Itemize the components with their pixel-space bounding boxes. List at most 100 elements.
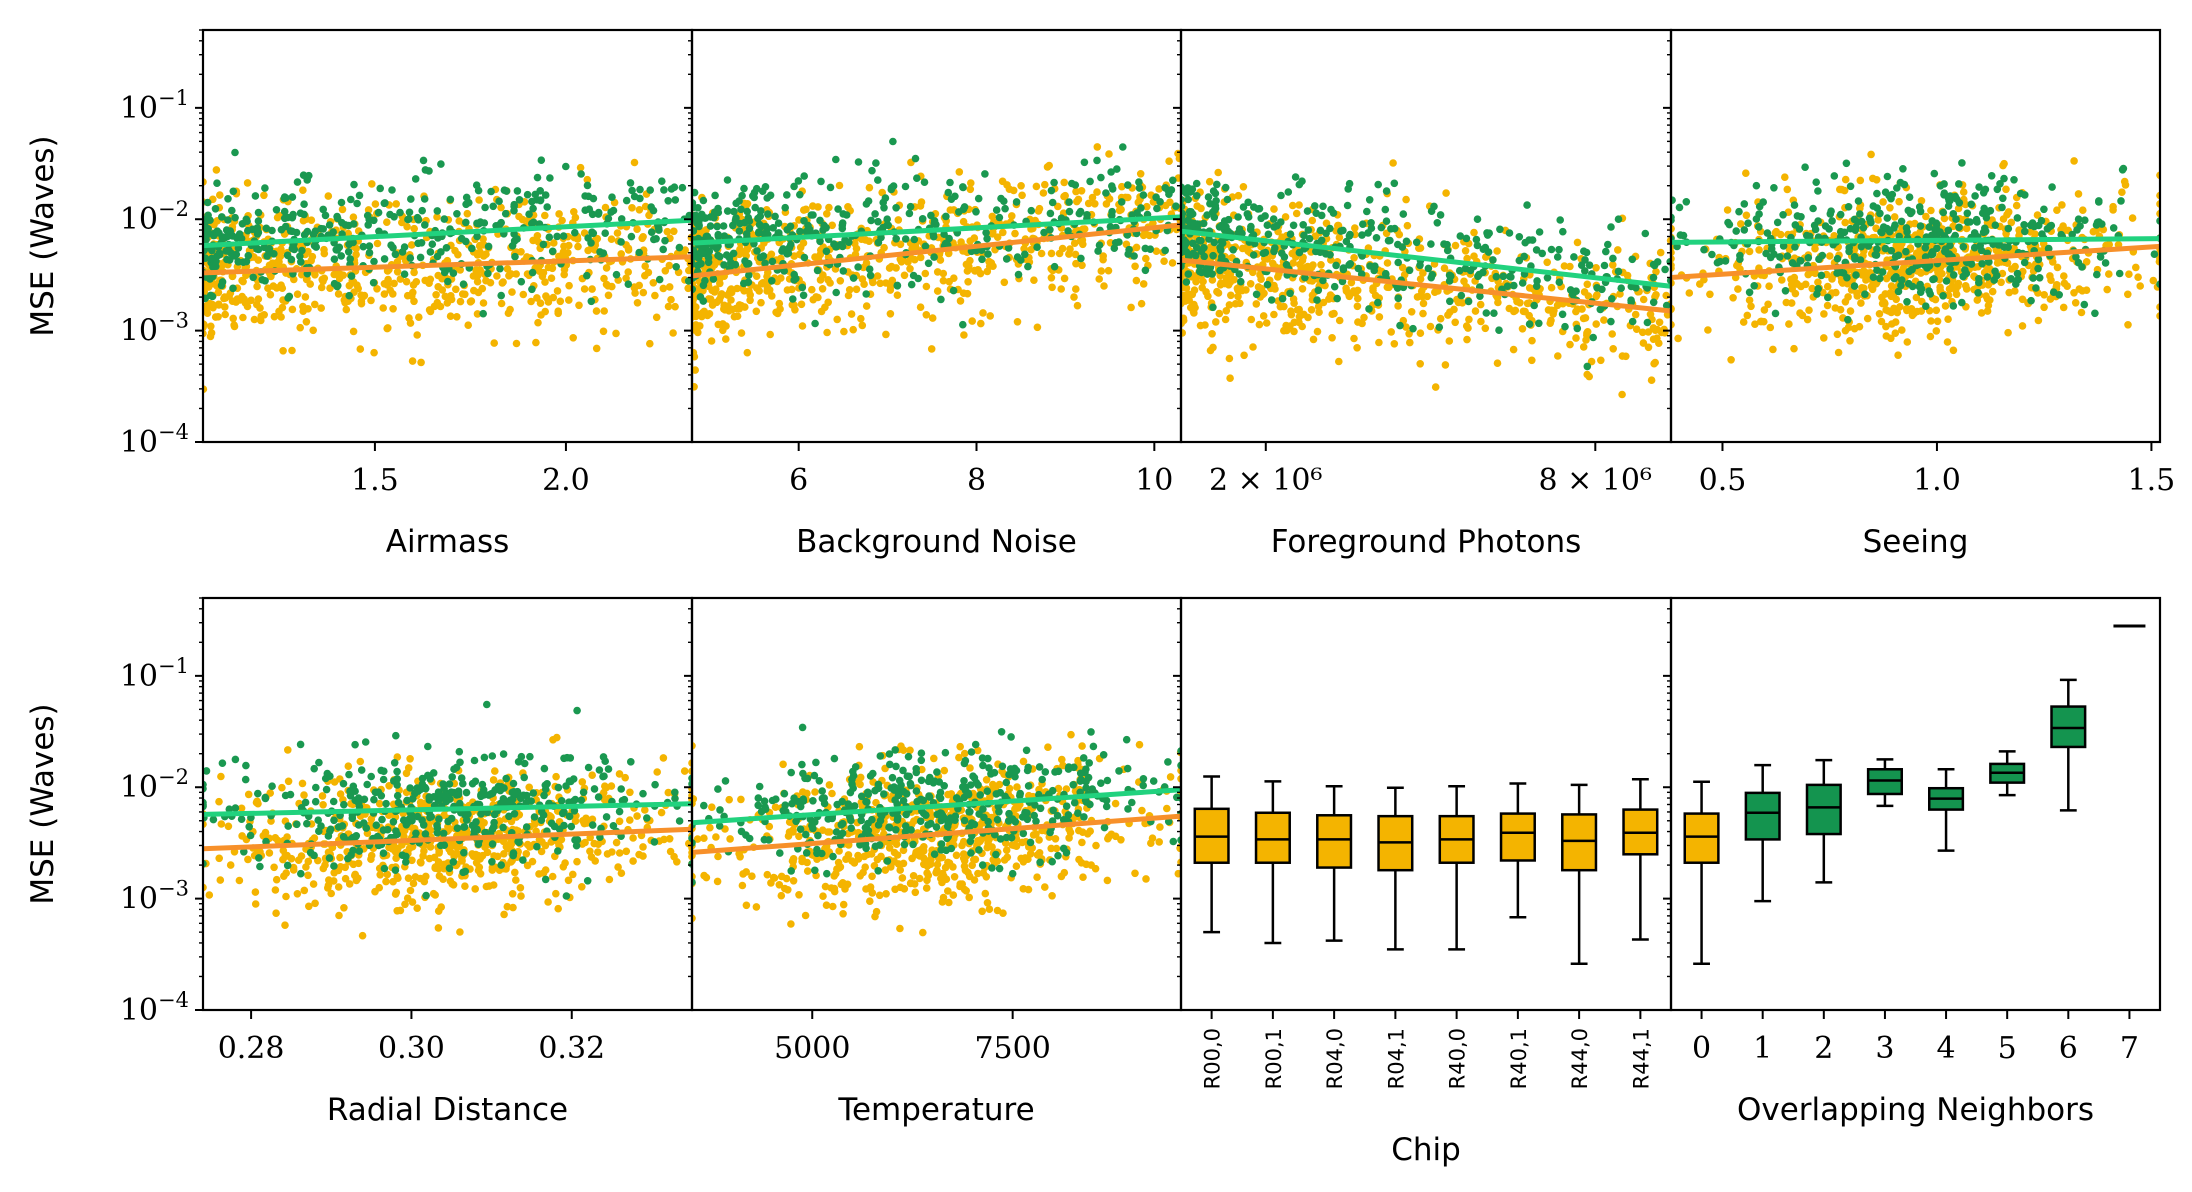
- orange-series-point: [214, 300, 223, 309]
- green-series-point: [1473, 241, 1482, 250]
- green-series-point: [1319, 276, 1327, 285]
- orange-series-point: [2077, 308, 2086, 317]
- orange-series-point: [1867, 282, 1876, 291]
- green-series-point: [636, 185, 644, 194]
- orange-series-point: [862, 302, 871, 310]
- orange-series-point: [532, 338, 540, 347]
- orange-series-point: [977, 319, 985, 328]
- green-series-point: [1641, 229, 1650, 238]
- orange-series-point: [452, 285, 460, 294]
- green-series-point: [978, 255, 986, 264]
- orange-series-point: [1415, 244, 1423, 252]
- green-series-point: [1125, 245, 1133, 254]
- orange-series-point: [1766, 323, 1775, 332]
- orange-series-point: [207, 322, 215, 331]
- green-series-point: [1014, 270, 1023, 279]
- orange-series-point: [407, 241, 416, 249]
- orange-series-point: [2149, 276, 2158, 285]
- green-series-point: [1854, 197, 1863, 205]
- orange-series-point: [541, 211, 549, 220]
- green-series-point: [1682, 198, 1691, 206]
- orange-series-point: [1912, 293, 1921, 302]
- green-series-point: [889, 182, 898, 190]
- orange-series-point: [1760, 306, 1769, 314]
- green-series-point: [1161, 246, 1169, 255]
- orange-series-point: [1739, 318, 1748, 326]
- green-series-point: [404, 215, 412, 224]
- orange-series-point: [1778, 276, 1786, 284]
- orange-series-point: [1832, 288, 1840, 297]
- orange-series-point: [1737, 220, 1745, 228]
- orange-series-point: [1445, 337, 1454, 345]
- green-series-point: [523, 190, 532, 199]
- green-series-point: [719, 222, 728, 230]
- green-series-point: [678, 183, 687, 192]
- green-series-point: [1903, 228, 1911, 236]
- orange-series-point: [788, 285, 796, 294]
- green-series-point: [1210, 213, 1219, 222]
- green-series-point: [1878, 268, 1887, 276]
- orange-series-point: [767, 250, 776, 259]
- green-series-point: [497, 291, 506, 300]
- orange-series-point: [1801, 280, 1810, 289]
- green-series-point: [892, 204, 900, 212]
- green-series-point: [1520, 252, 1528, 261]
- green-series-point: [1316, 248, 1324, 256]
- green-series-point: [838, 219, 847, 227]
- green-series-point: [489, 202, 498, 211]
- green-series-point: [1987, 172, 1996, 180]
- green-series-point: [1535, 228, 1544, 236]
- y-tick-exponent: −4: [158, 420, 189, 444]
- orange-series-point: [1190, 286, 1199, 295]
- orange-series-point: [1139, 280, 1148, 288]
- orange-series-point: [519, 290, 528, 299]
- green-series-point: [901, 182, 910, 191]
- green-series-point: [1192, 179, 1201, 188]
- orange-series-point: [1644, 328, 1653, 336]
- orange-series-point: [797, 300, 806, 309]
- orange-series-point: [488, 863, 497, 872]
- green-series-point: [1263, 280, 1272, 289]
- orange-series-point: [1674, 334, 1682, 343]
- green-series-point: [1888, 190, 1897, 199]
- green-series-point: [495, 197, 503, 205]
- orange-series-point: [833, 315, 841, 324]
- green-series-point: [1224, 215, 1233, 224]
- green-series-point: [1095, 241, 1104, 249]
- orange-series-point: [2053, 206, 2061, 214]
- green-series-point: [1898, 276, 1906, 284]
- orange-series-point: [607, 235, 616, 243]
- green-series-point: [942, 212, 950, 221]
- orange-series-point: [1426, 322, 1435, 331]
- green-series-point: [248, 225, 257, 234]
- orange-series-point: [664, 788, 673, 797]
- orange-series-point: [282, 892, 290, 901]
- green-series-point: [2118, 166, 2127, 174]
- orange-series-point: [1208, 330, 1216, 338]
- green-series-point: [1662, 301, 1671, 310]
- green-series-point: [2074, 215, 2083, 223]
- green-series-point: [1182, 278, 1191, 286]
- orange-series-point: [560, 242, 568, 250]
- orange-series-point: [900, 271, 909, 280]
- green-series-point: [1372, 234, 1381, 242]
- orange-series-point: [536, 299, 545, 308]
- green-series-point: [1424, 264, 1433, 273]
- orange-series-point: [406, 319, 415, 327]
- orange-series-point: [800, 206, 808, 214]
- orange-series-point: [1215, 309, 1224, 318]
- orange-series-point: [1403, 221, 1412, 230]
- orange-series-point: [768, 292, 776, 300]
- orange-series-point: [1988, 287, 1997, 296]
- orange-series-point: [1000, 278, 1009, 287]
- orange-series-point: [746, 291, 754, 299]
- green-series-point: [1169, 176, 1177, 185]
- orange-series-point: [253, 282, 261, 291]
- green-series-point: [1239, 203, 1248, 211]
- orange-series-point: [665, 283, 674, 291]
- green-series-point: [1515, 233, 1524, 241]
- orange-series-point: [311, 300, 319, 309]
- orange-series-point: [1292, 209, 1301, 218]
- x-tick-label: 1.5: [2128, 463, 2176, 498]
- orange-series-point: [2079, 206, 2087, 214]
